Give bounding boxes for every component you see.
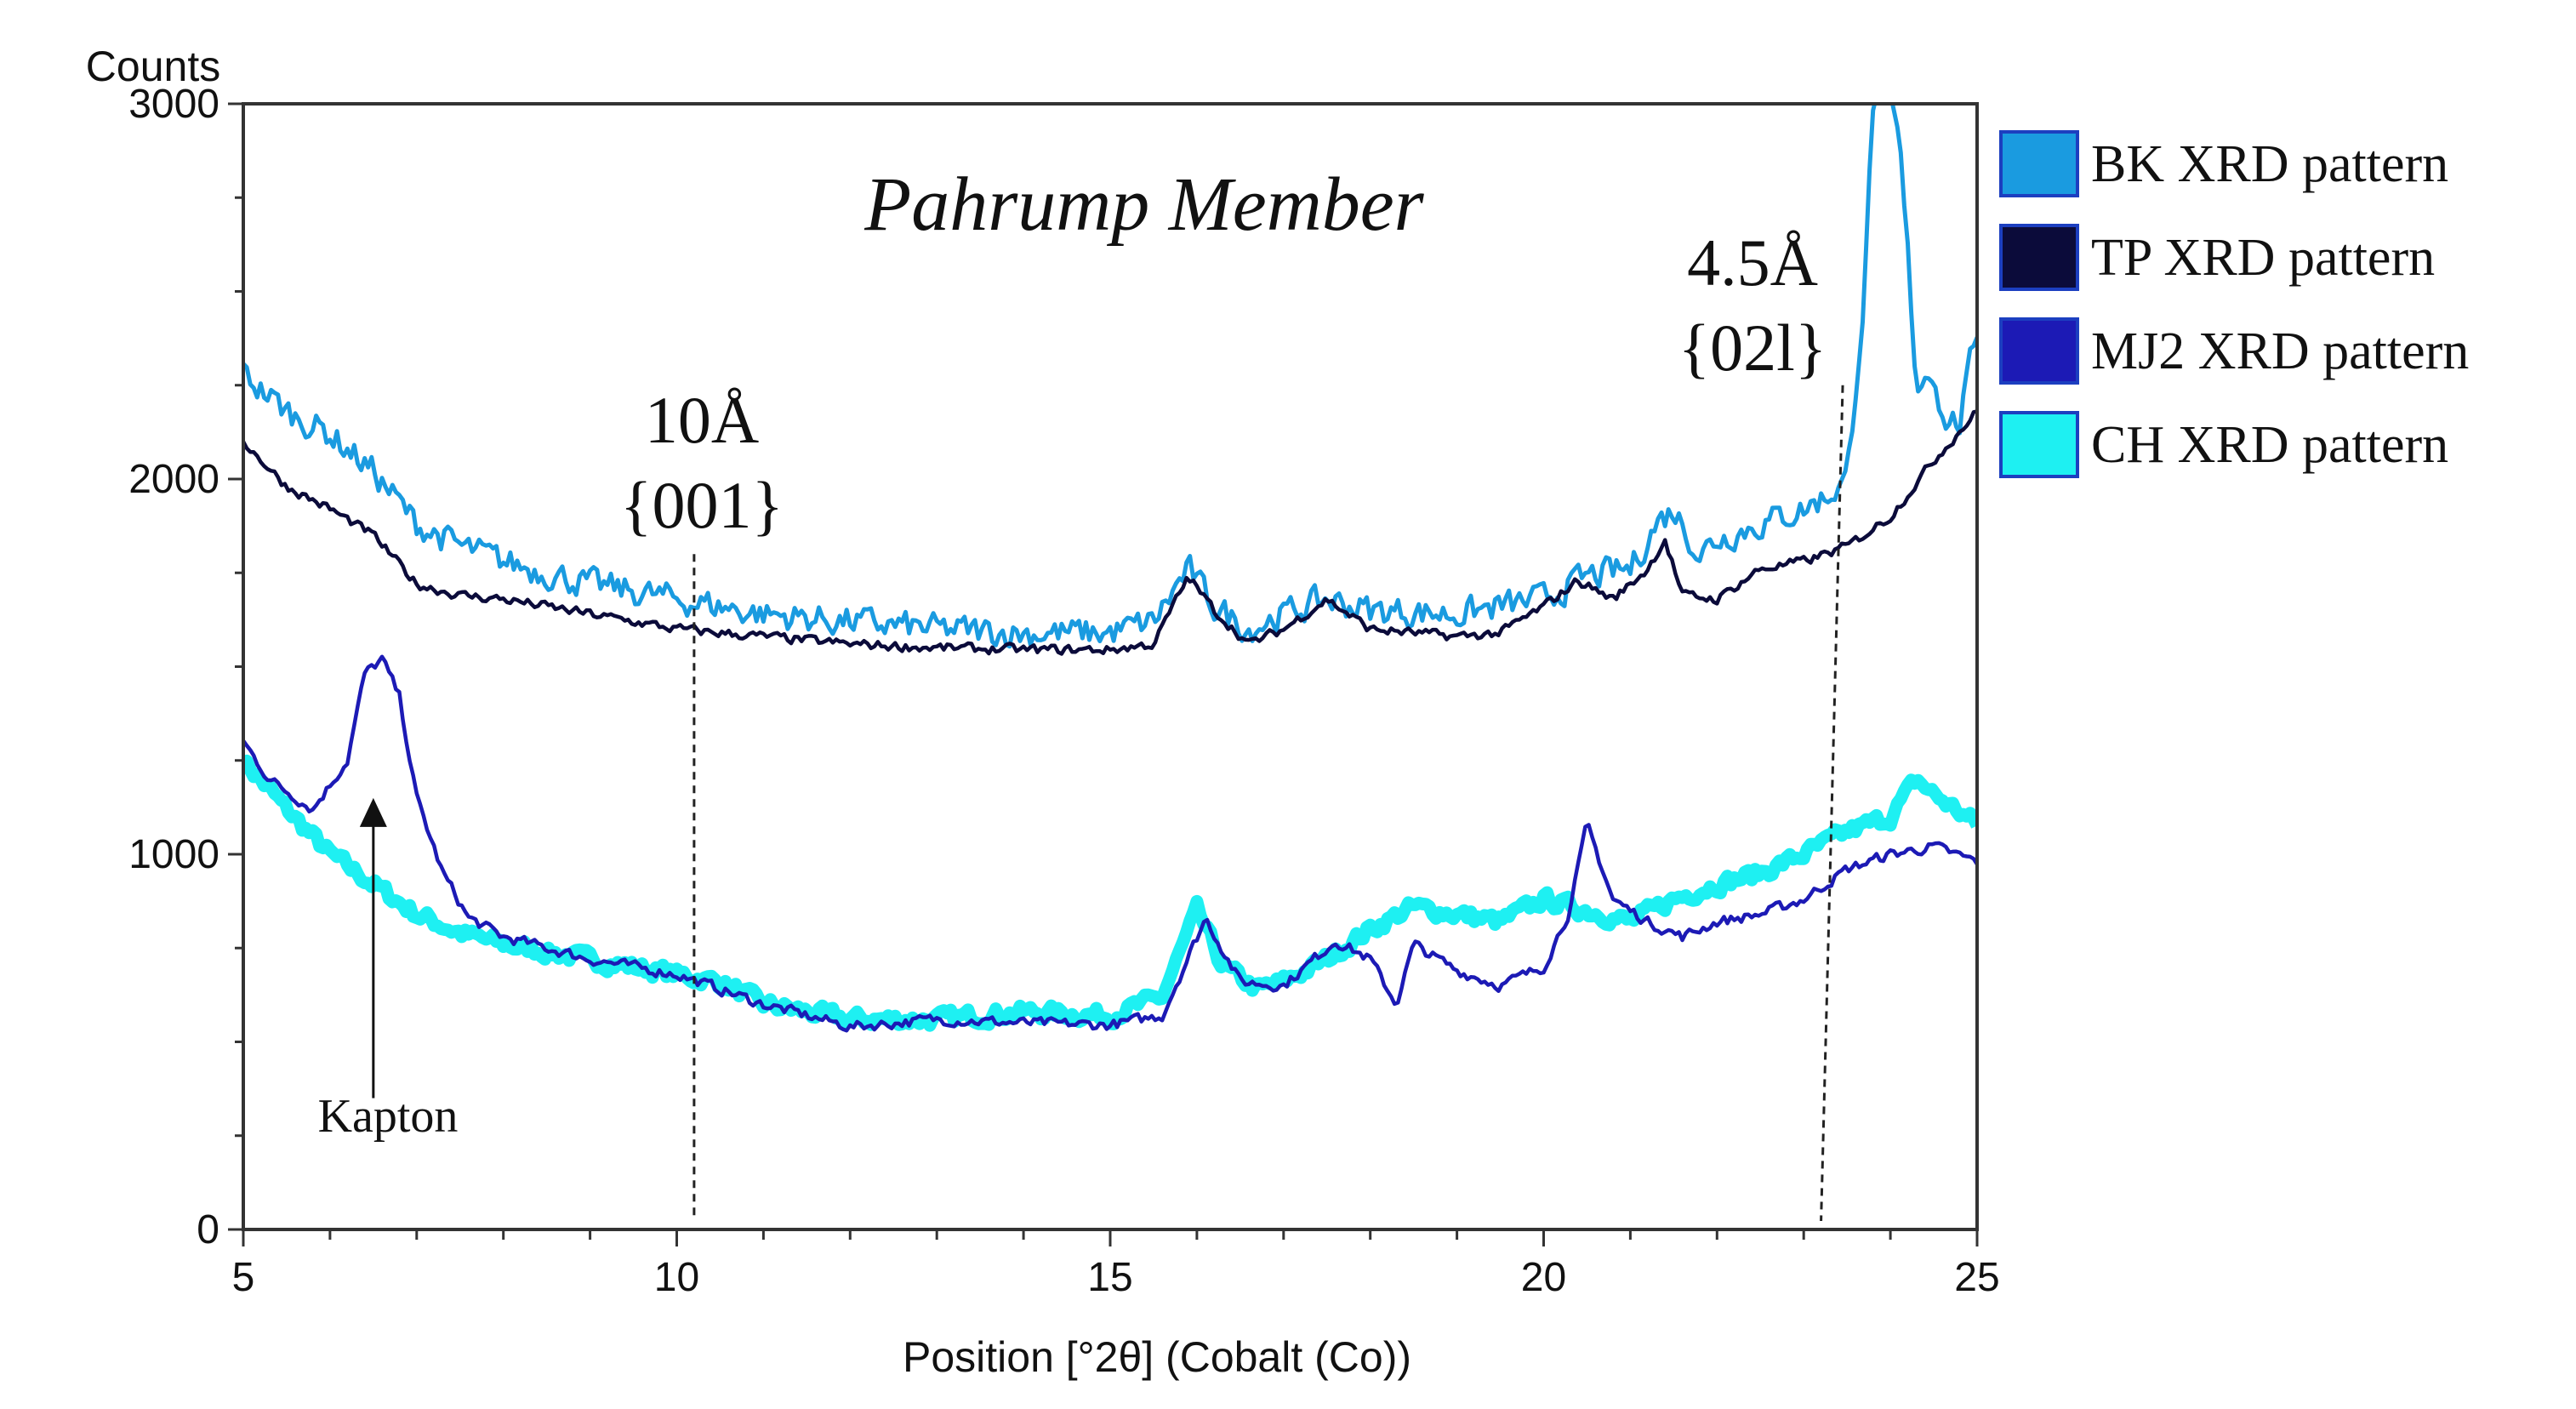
tp-series-line (243, 409, 1977, 656)
x-tick-label: 20 (1521, 1255, 1566, 1300)
y-tick-label: 0 (197, 1207, 219, 1252)
chart-title: Pahrump Member (863, 163, 1424, 247)
peak-10a-label: 10Å (645, 383, 759, 457)
bk-legend-swatch (1999, 130, 2079, 197)
x-tick-label: 15 (1087, 1255, 1132, 1300)
peak-02l-hkl: {02l} (1678, 311, 1827, 385)
legend: BK XRD pattern TP XRD pattern MJ2 XRD patt… (1999, 130, 2469, 478)
mj2-series-line (243, 654, 1977, 1033)
mj2-legend-swatch (1999, 317, 2079, 385)
plot-area (243, 104, 1977, 1033)
kapton-arrow-head (359, 797, 387, 827)
axes: 5 10 15 20 25 0 1000 2000 3000 (128, 82, 1999, 1300)
y-tick-label: 3000 (128, 82, 219, 127)
y-tick-label: 2000 (128, 457, 219, 502)
peak-4-5a-label: 4.5Å (1687, 225, 1818, 299)
bk-legend-label: BK XRD pattern (2091, 135, 2448, 193)
tp-legend-swatch (1999, 224, 2079, 291)
y-axis-title: Counts (86, 43, 220, 90)
peak-4-5a-dashed-line (1820, 385, 1844, 1222)
ch-legend-swatch (1999, 411, 2079, 478)
x-tick-label: 5 (232, 1255, 255, 1300)
ch-legend-label: CH XRD pattern (2091, 416, 2448, 474)
x-tick-label: 25 (1954, 1255, 1999, 1300)
x-tick-label: 10 (654, 1255, 699, 1300)
tp-legend-label: TP XRD pattern (2091, 229, 2435, 287)
kapton-label: Kapton (318, 1090, 459, 1143)
bk-series-line (243, 104, 1977, 649)
y-tick-label: 1000 (128, 832, 219, 877)
mj2-legend-label: MJ2 XRD pattern (2091, 322, 2469, 380)
annotations (359, 385, 1844, 1222)
x-axis-title: Position [°2θ] (Cobalt (Co)) (903, 1333, 1411, 1381)
peak-001-hkl: {001} (620, 468, 784, 542)
ch-series-line (243, 754, 1977, 1032)
